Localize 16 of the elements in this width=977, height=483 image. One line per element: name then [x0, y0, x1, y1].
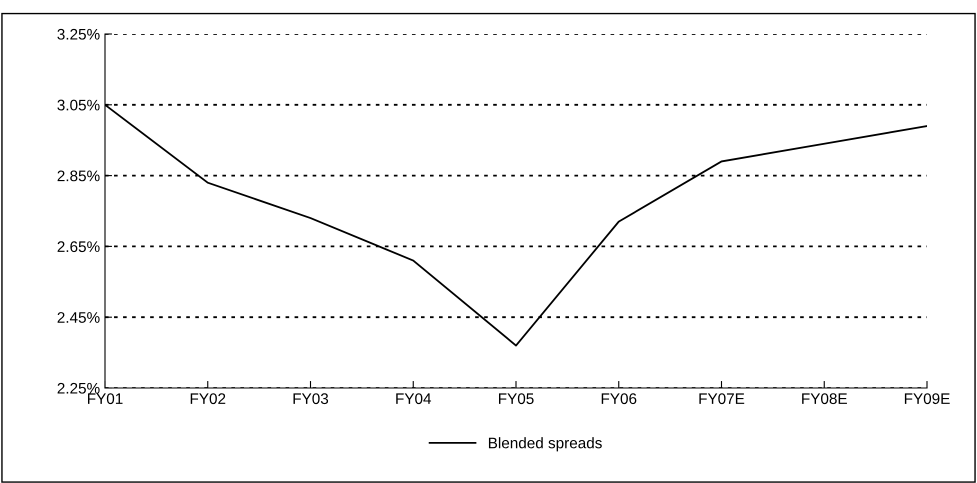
x-tick-label: FY07E [699, 393, 744, 404]
x-tick-label: FY09E [904, 393, 950, 404]
y-tick-label: 2.85% [58, 170, 100, 182]
x-tick-label: FY08E [802, 393, 847, 404]
y-tick-label: 2.45% [58, 312, 100, 323]
x-tick-label: FY05 [498, 393, 534, 404]
legend-label: Blended spreads [488, 437, 602, 452]
y-tick-label: 2.65% [58, 241, 100, 252]
y-tick-label: 2.25% [58, 382, 100, 394]
x-tick-label: FY04 [396, 393, 432, 404]
x-tick-label: FY02 [190, 393, 226, 404]
y-tick-label: 3.25% [57, 28, 100, 40]
x-tick-label: FY03 [293, 393, 328, 404]
x-tick-label: FY06 [602, 393, 636, 404]
y-tick-label: 3.05% [57, 100, 100, 110]
x-tick-label: FY01 [88, 393, 123, 404]
